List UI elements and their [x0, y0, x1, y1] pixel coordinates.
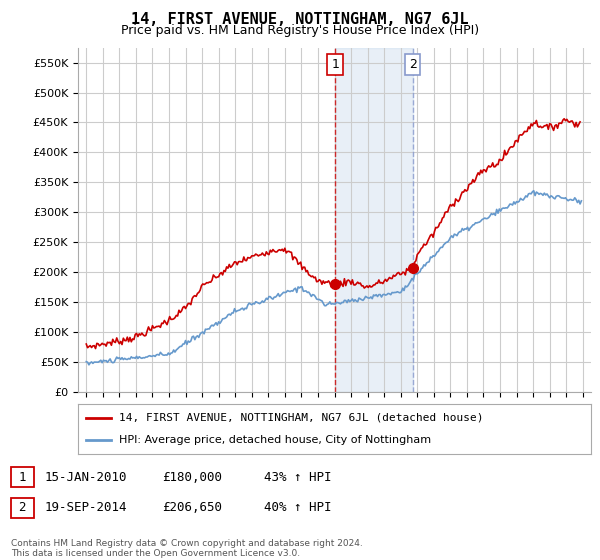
Text: 19-SEP-2014: 19-SEP-2014: [45, 501, 128, 515]
Text: HPI: Average price, detached house, City of Nottingham: HPI: Average price, detached house, City…: [119, 435, 431, 445]
Text: 15-JAN-2010: 15-JAN-2010: [45, 470, 128, 484]
Text: £180,000: £180,000: [162, 470, 222, 484]
Text: 2: 2: [409, 58, 416, 71]
Text: 40% ↑ HPI: 40% ↑ HPI: [264, 501, 331, 515]
Text: 14, FIRST AVENUE, NOTTINGHAM, NG7 6JL: 14, FIRST AVENUE, NOTTINGHAM, NG7 6JL: [131, 12, 469, 27]
Text: 1: 1: [331, 58, 339, 71]
Text: 1: 1: [19, 470, 26, 484]
Text: Price paid vs. HM Land Registry's House Price Index (HPI): Price paid vs. HM Land Registry's House …: [121, 24, 479, 37]
Bar: [335, 48, 413, 392]
Text: Contains HM Land Registry data © Crown copyright and database right 2024.
This d: Contains HM Land Registry data © Crown c…: [11, 539, 362, 558]
Text: 43% ↑ HPI: 43% ↑ HPI: [264, 470, 331, 484]
Text: 2: 2: [19, 501, 26, 515]
Text: 14, FIRST AVENUE, NOTTINGHAM, NG7 6JL (detached house): 14, FIRST AVENUE, NOTTINGHAM, NG7 6JL (d…: [119, 413, 484, 423]
Text: £206,650: £206,650: [162, 501, 222, 515]
